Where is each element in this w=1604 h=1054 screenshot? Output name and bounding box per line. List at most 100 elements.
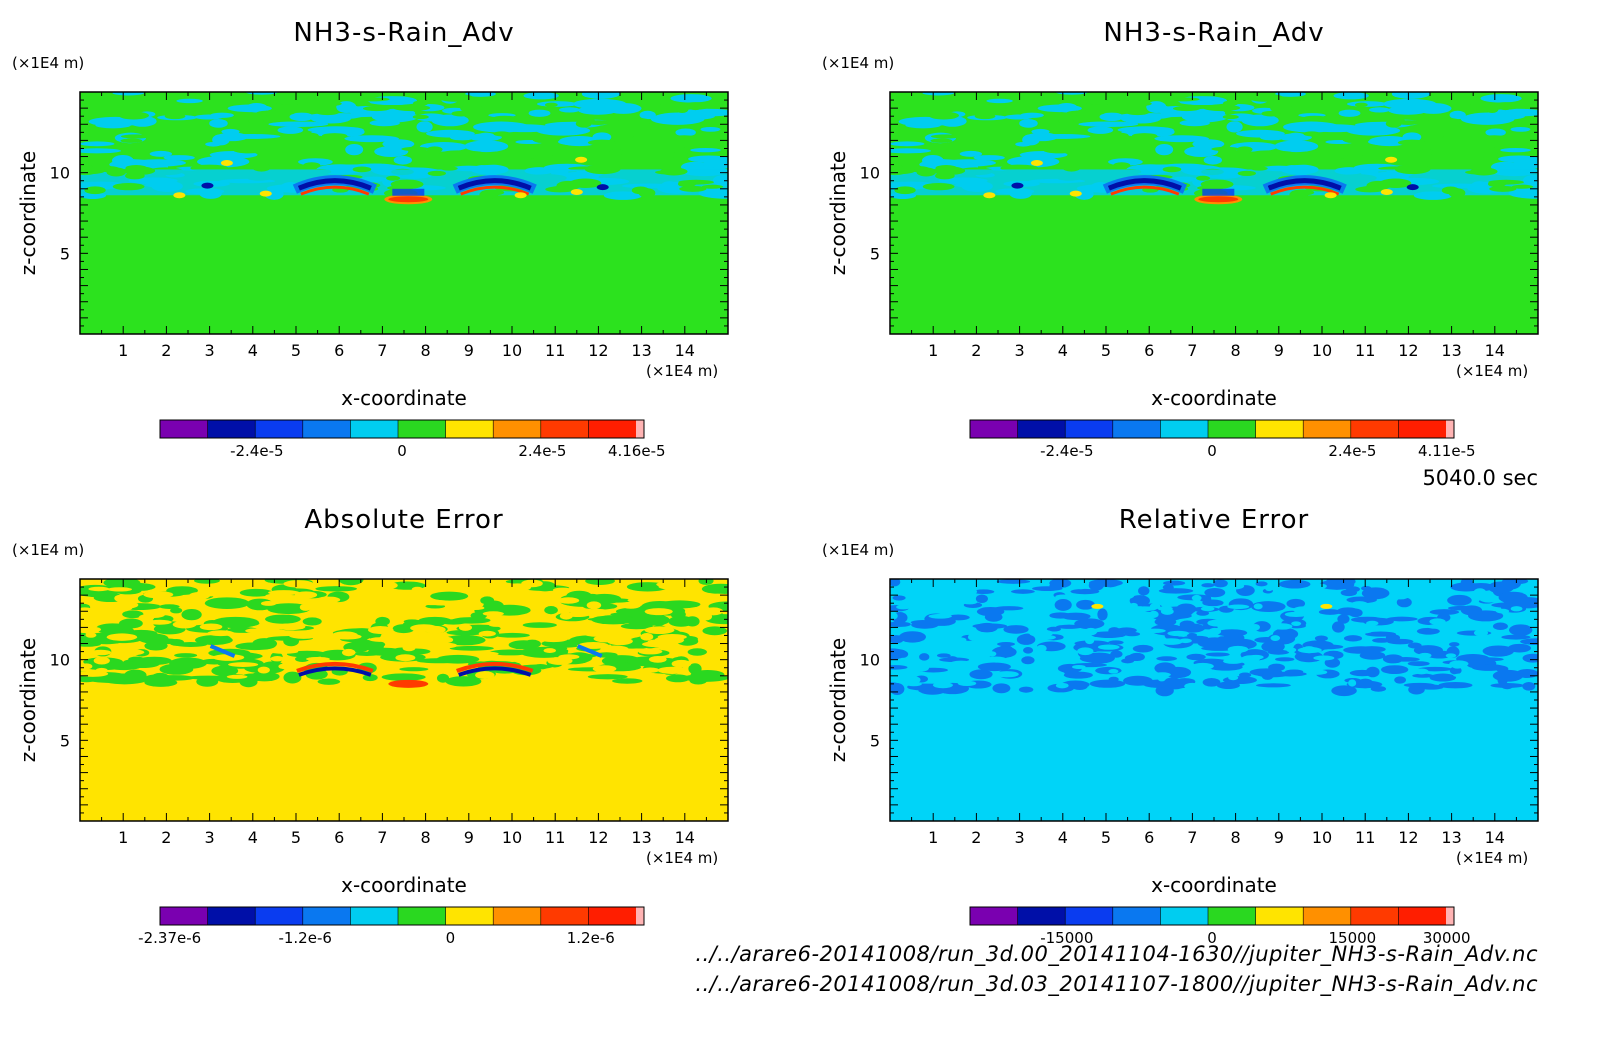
y-axis-label: z-coordinate [826, 150, 850, 276]
contour-patch [1357, 646, 1386, 653]
contour-patch [946, 656, 958, 662]
contour-patch [1029, 629, 1054, 637]
contour-patch [80, 148, 122, 154]
contour-patch [288, 632, 319, 639]
contour-patch [1066, 110, 1105, 116]
contour-patch [1511, 184, 1534, 189]
colorbar-swatch [1255, 907, 1304, 925]
y-tick-label: 5 [870, 731, 880, 750]
x-tick-label: 2 [971, 341, 981, 360]
contour-patch [295, 656, 310, 663]
contour-patch [1172, 106, 1201, 112]
contour-patch [1184, 146, 1219, 158]
x-tick-label: 2 [161, 341, 171, 360]
contour-patch [961, 599, 978, 605]
colorbar-swatch [1112, 420, 1161, 438]
contour-patch [1031, 133, 1091, 139]
contour-patch [104, 661, 143, 671]
contour-patch [1480, 638, 1495, 644]
contour-patch [1305, 628, 1315, 636]
contour-patch [1236, 146, 1253, 153]
contour-patch [584, 608, 611, 617]
contour-patch [1360, 185, 1384, 191]
contour-patch [1158, 679, 1182, 689]
contour-patch [685, 616, 700, 627]
contour-patch [1337, 607, 1359, 616]
contour-patch [1510, 126, 1531, 132]
contour-patch [439, 150, 477, 159]
contour-field [890, 579, 1538, 821]
contour-patch [1062, 163, 1081, 172]
contour-patch [362, 674, 378, 682]
contour-patch [1473, 629, 1489, 637]
contour-patch [707, 643, 728, 651]
chart-title: NH3-s-Rain_Adv [293, 18, 515, 48]
contour-patch [1339, 155, 1371, 160]
contour-patch [1207, 619, 1228, 627]
contour-patch [1275, 657, 1295, 662]
colorbar-swatch [540, 420, 589, 438]
contour-patch [1255, 683, 1291, 688]
contour-patch [1460, 605, 1483, 616]
contour-patch [1314, 635, 1328, 642]
colorbar-swatch [1065, 907, 1114, 925]
contour-patch [997, 642, 1016, 647]
contour-patch [367, 626, 394, 634]
contour-patch [1179, 638, 1192, 644]
contour-patch [248, 118, 264, 124]
contour-patch [226, 674, 248, 679]
contour-patch [399, 667, 429, 672]
contour-patch [1097, 644, 1120, 650]
contour-patch [687, 648, 707, 656]
contour-patch [412, 114, 429, 120]
contour-patch [544, 102, 558, 108]
contour-field [80, 92, 728, 334]
contour-patch [121, 627, 135, 635]
contour-patch [1386, 616, 1418, 622]
colorbar-swatch [588, 907, 637, 925]
contour-patch [1166, 97, 1200, 102]
contour-patch [1272, 623, 1293, 630]
contour-patch [957, 680, 977, 687]
x-tick-label: 9 [1274, 828, 1284, 847]
contour-patch [1201, 583, 1215, 588]
contour-patch [307, 101, 342, 107]
x-tick-label: 12 [588, 828, 608, 847]
contour-patch [1085, 637, 1095, 645]
contour-patch [907, 676, 921, 684]
contour-patch [1274, 157, 1314, 166]
contour-patch [1176, 603, 1197, 615]
contour-patch [543, 648, 556, 653]
contour-patch [199, 623, 223, 631]
y-tick-label: 5 [870, 244, 880, 263]
contour-patch [1479, 595, 1499, 603]
contour-patch [670, 151, 689, 159]
contour-patch [1480, 151, 1499, 159]
contour-patch [1368, 138, 1395, 146]
contour-field [890, 92, 1538, 334]
contour-patch [1084, 627, 1098, 636]
contour-patch [898, 631, 926, 643]
contour-patch [1397, 139, 1426, 146]
colorbar-swatch [255, 420, 304, 438]
contour-patch [969, 669, 993, 680]
contour-patch [487, 97, 524, 102]
contour-patch [591, 615, 636, 625]
contour-patch [1492, 622, 1508, 630]
x-tick-label: 6 [1144, 341, 1154, 360]
contour-patch [338, 579, 364, 586]
contour-patch [493, 131, 511, 137]
contour-patch [1128, 652, 1145, 662]
colorbar [159, 419, 645, 439]
x-tick-label: 14 [1485, 828, 1505, 847]
contour-patch [1148, 610, 1159, 618]
contour-patch [1253, 603, 1263, 610]
x-tick-label: 9 [1274, 341, 1284, 360]
colorbar-swatch [1350, 420, 1399, 438]
contour-patch [265, 614, 301, 624]
contour-patch [159, 604, 180, 610]
contour-patch [1342, 135, 1363, 144]
contour-patch [1205, 652, 1230, 657]
